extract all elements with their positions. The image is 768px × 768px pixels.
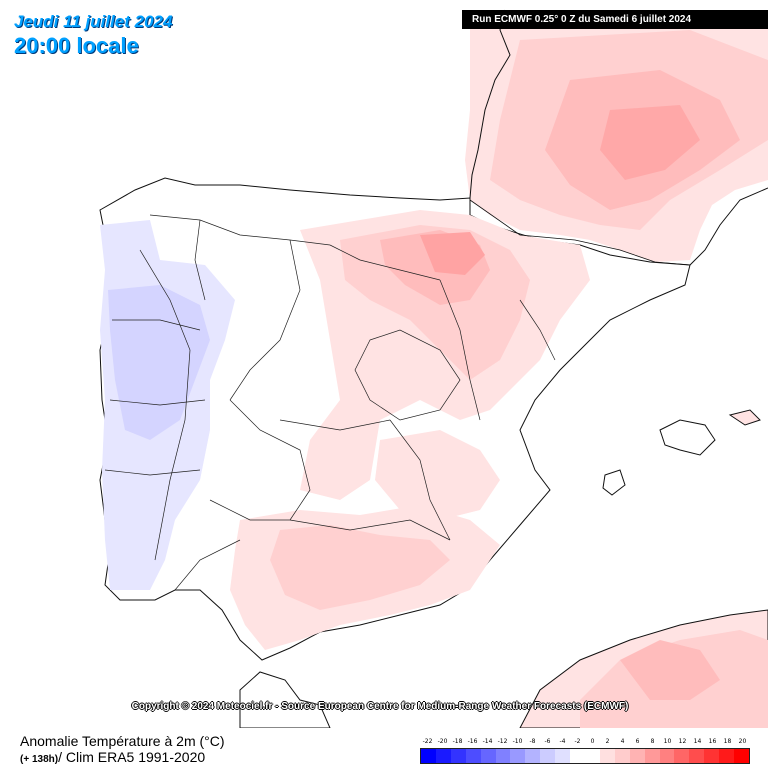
legend-swatch [540, 749, 556, 763]
legend-label: -18 [452, 738, 463, 745]
legend-label: -16 [467, 738, 478, 745]
iberia-warm-anomaly [230, 210, 590, 650]
region-borders [104, 214, 556, 591]
run-info: Run ECMWF 0.25° 0 Z du Samedi 6 juillet … [462, 10, 768, 29]
legend-label: -6 [544, 738, 551, 745]
legend-swatch [510, 749, 526, 763]
legend-labels: -22 -20 -18 -16 -14 -12 -10 -8 -6 -4 -2 0 2 4 6 8 10 12 14… [420, 738, 750, 748]
legend-label: 12 [678, 738, 687, 745]
legend-swatch [719, 749, 735, 763]
legend-label: -8 [529, 738, 536, 745]
legend-label: 6 [635, 738, 640, 745]
legend-swatch [659, 749, 675, 763]
legend-swatch [435, 749, 451, 763]
legend-swatch [599, 749, 615, 763]
legend-swatch [674, 749, 690, 763]
anomaly-subtitle: (+ 138h)/ Clim ERA5 1991-2020 [20, 749, 205, 765]
france-warm-anomaly [465, 10, 768, 262]
legend-label: 10 [663, 738, 672, 745]
legend-label: 18 [723, 738, 732, 745]
north-africa [239, 609, 768, 728]
legend-label: 4 [620, 738, 625, 745]
legend-label: 2 [605, 738, 610, 745]
legend-label: 14 [693, 738, 702, 745]
legend-swatch [495, 749, 511, 763]
legend-swatch [644, 749, 660, 763]
legend-swatch [480, 749, 496, 763]
legend-label: -2 [574, 738, 581, 745]
legend-swatch [629, 749, 645, 763]
legend-swatch [465, 749, 481, 763]
legend-label: 0 [590, 738, 595, 745]
legend-label: -22 [422, 738, 433, 745]
forecast-date: Jeudi 11 juillet 2024 [14, 12, 173, 31]
balearic-islands [602, 409, 761, 496]
legend-label: -14 [482, 738, 493, 745]
forecast-time: 20:00 locale [14, 33, 139, 58]
legend-swatch [704, 749, 720, 763]
temperature-anomaly-map [99, 9, 768, 728]
copyright-notice: Copyright © 2024 Meteociel.fr - Source E… [131, 701, 629, 712]
anomaly-title: Anomalie Température à 2m (°C) [20, 733, 225, 749]
legend-swatch [421, 749, 436, 763]
legend-label: -4 [559, 738, 566, 745]
legend-label: 8 [650, 738, 655, 745]
legend-swatch [570, 749, 585, 763]
legend-label: -20 [437, 738, 448, 745]
legend-label: 20 [738, 738, 747, 745]
legend-swatch [555, 749, 571, 763]
legend-swatch [689, 749, 705, 763]
legend-label: -12 [497, 738, 508, 745]
legend-swatch [584, 749, 600, 763]
legend-swatch [525, 749, 541, 763]
iberia-cool-anomaly [100, 220, 235, 590]
france-coastline [469, 9, 768, 266]
legend-label: 16 [708, 738, 717, 745]
legend-label: -10 [512, 738, 523, 745]
legend-swatch [734, 749, 749, 763]
forecast-lead: (+ 138h) [20, 754, 59, 765]
legend-swatch [450, 749, 466, 763]
legend-swatch [614, 749, 630, 763]
color-legend [420, 748, 750, 764]
climatology-ref: / Clim ERA5 1991-2020 [58, 749, 206, 765]
